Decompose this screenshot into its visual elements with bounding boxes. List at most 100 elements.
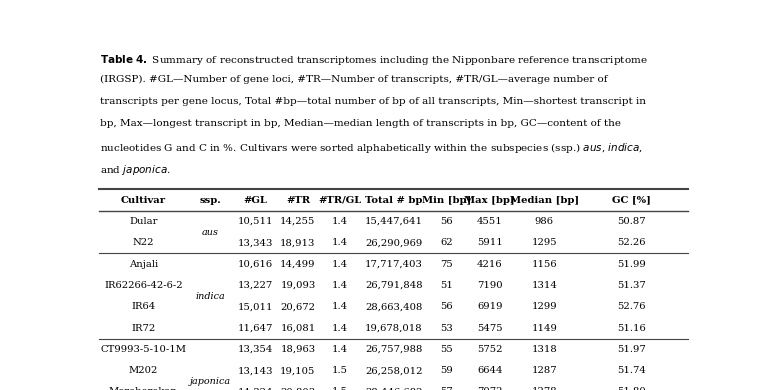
Text: 4216: 4216 [476, 260, 502, 269]
Text: 51.97: 51.97 [617, 345, 647, 354]
Text: ssp.: ssp. [200, 196, 221, 205]
Text: 13,354: 13,354 [237, 345, 273, 354]
Text: GC [%]: GC [%] [612, 196, 651, 205]
Text: 5475: 5475 [476, 324, 502, 333]
Text: 1299: 1299 [532, 302, 557, 311]
Text: 1.4: 1.4 [332, 281, 348, 290]
Text: 26,290,969: 26,290,969 [365, 238, 422, 247]
Text: 6644: 6644 [477, 366, 502, 375]
Text: 26,258,012: 26,258,012 [365, 366, 423, 375]
Text: 13,227: 13,227 [237, 281, 273, 290]
Text: 26,791,848: 26,791,848 [365, 281, 423, 290]
Text: (IRGSP). #GL—Number of gene loci, #TR—Number of transcripts, #TR/GL—average numb: (IRGSP). #GL—Number of gene loci, #TR—Nu… [100, 75, 608, 85]
Text: 11,647: 11,647 [237, 324, 273, 333]
Text: 10,511: 10,511 [237, 217, 273, 226]
Text: 1318: 1318 [532, 345, 557, 354]
Text: 19,093: 19,093 [280, 281, 316, 290]
Text: 20,672: 20,672 [280, 302, 316, 311]
Text: bp, Max—longest transcript in bp, Median—median length of transcripts in bp, GC—: bp, Max—longest transcript in bp, Median… [100, 119, 621, 128]
Text: 52.26: 52.26 [617, 238, 646, 247]
Text: and $\it{japonica}$.: and $\it{japonica}$. [100, 163, 172, 177]
Text: #TR/GL: #TR/GL [319, 196, 362, 205]
Text: 5752: 5752 [477, 345, 502, 354]
Text: 1287: 1287 [532, 366, 557, 375]
Text: 56: 56 [440, 217, 453, 226]
Text: 20,803: 20,803 [280, 388, 316, 390]
Text: 51.74: 51.74 [617, 366, 647, 375]
Text: 14,324: 14,324 [237, 388, 273, 390]
Text: 1.4: 1.4 [332, 345, 348, 354]
Text: 16,081: 16,081 [280, 324, 316, 333]
Text: 17,717,403: 17,717,403 [365, 260, 423, 269]
Text: 1314: 1314 [532, 281, 557, 290]
Text: 1278: 1278 [532, 388, 557, 390]
Text: 53: 53 [440, 324, 453, 333]
Text: 13,343: 13,343 [237, 238, 273, 247]
Text: 1156: 1156 [532, 260, 557, 269]
Text: 7190: 7190 [476, 281, 502, 290]
Text: Total # bp: Total # bp [365, 196, 423, 205]
Text: 1.5: 1.5 [332, 388, 348, 390]
Text: Moroberekan: Moroberekan [109, 388, 178, 390]
Text: 26,757,988: 26,757,988 [365, 345, 423, 354]
Text: 1.5: 1.5 [332, 366, 348, 375]
Text: 19,105: 19,105 [280, 366, 316, 375]
Text: aus: aus [202, 228, 219, 237]
Text: 50.87: 50.87 [617, 217, 647, 226]
Text: transcripts per gene locus, Total #bp—total number of bp of all transcripts, Min: transcripts per gene locus, Total #bp—to… [100, 97, 647, 106]
Text: 52.76: 52.76 [617, 302, 646, 311]
Text: 1149: 1149 [532, 324, 557, 333]
Text: IR72: IR72 [131, 324, 155, 333]
Text: 1295: 1295 [532, 238, 557, 247]
Text: 1.4: 1.4 [332, 260, 348, 269]
Text: 4551: 4551 [476, 217, 502, 226]
Text: indica: indica [196, 292, 225, 301]
Text: 55: 55 [440, 345, 453, 354]
Text: 1.4: 1.4 [332, 324, 348, 333]
Text: 51.80: 51.80 [617, 388, 647, 390]
Text: Dular: Dular [129, 217, 158, 226]
Text: CT9993-5-10-1M: CT9993-5-10-1M [100, 345, 186, 354]
Text: 59: 59 [440, 366, 453, 375]
Text: 1.4: 1.4 [332, 238, 348, 247]
Text: 14,499: 14,499 [280, 260, 316, 269]
Text: 14,255: 14,255 [280, 217, 316, 226]
Text: 7072: 7072 [477, 388, 502, 390]
Text: Cultivar: Cultivar [121, 196, 165, 205]
Text: Max [bp]: Max [bp] [464, 196, 515, 205]
Text: 75: 75 [440, 260, 453, 269]
Text: Median [bp]: Median [bp] [509, 196, 579, 205]
Text: Min [bp]: Min [bp] [421, 196, 471, 205]
Text: M202: M202 [129, 366, 158, 375]
Text: 18,913: 18,913 [280, 238, 316, 247]
Text: japonica: japonica [190, 377, 231, 386]
Text: 19,678,018: 19,678,018 [365, 324, 423, 333]
Text: $\bf{Table\ 4.}$ Summary of reconstructed transcriptomes including the Nipponbar: $\bf{Table\ 4.}$ Summary of reconstructe… [100, 53, 648, 67]
Text: 13,143: 13,143 [237, 366, 273, 375]
Text: 6919: 6919 [477, 302, 502, 311]
Text: 1.4: 1.4 [332, 302, 348, 311]
Text: 51.37: 51.37 [617, 281, 647, 290]
Text: IR62266-42-6-2: IR62266-42-6-2 [104, 281, 182, 290]
Text: 1.4: 1.4 [332, 217, 348, 226]
Text: 51.99: 51.99 [617, 260, 647, 269]
Text: #TR: #TR [286, 196, 310, 205]
Text: #GL: #GL [244, 196, 267, 205]
Text: 28,446,682: 28,446,682 [365, 388, 423, 390]
Text: 10,616: 10,616 [237, 260, 273, 269]
Text: 51.16: 51.16 [617, 324, 647, 333]
Text: nucleotides G and C in %. Cultivars were sorted alphabetically within the subspe: nucleotides G and C in %. Cultivars were… [100, 141, 643, 155]
Text: 51: 51 [440, 281, 453, 290]
Text: 986: 986 [535, 217, 554, 226]
Text: IR64: IR64 [131, 302, 155, 311]
Text: 56: 56 [440, 302, 453, 311]
Text: 62: 62 [440, 238, 453, 247]
Text: N22: N22 [133, 238, 154, 247]
Text: 15,447,641: 15,447,641 [365, 217, 423, 226]
Text: Anjali: Anjali [129, 260, 158, 269]
Text: 15,011: 15,011 [237, 302, 273, 311]
Text: 18,963: 18,963 [280, 345, 316, 354]
Text: 28,663,408: 28,663,408 [365, 302, 423, 311]
Text: 5911: 5911 [476, 238, 502, 247]
Text: 57: 57 [440, 388, 453, 390]
